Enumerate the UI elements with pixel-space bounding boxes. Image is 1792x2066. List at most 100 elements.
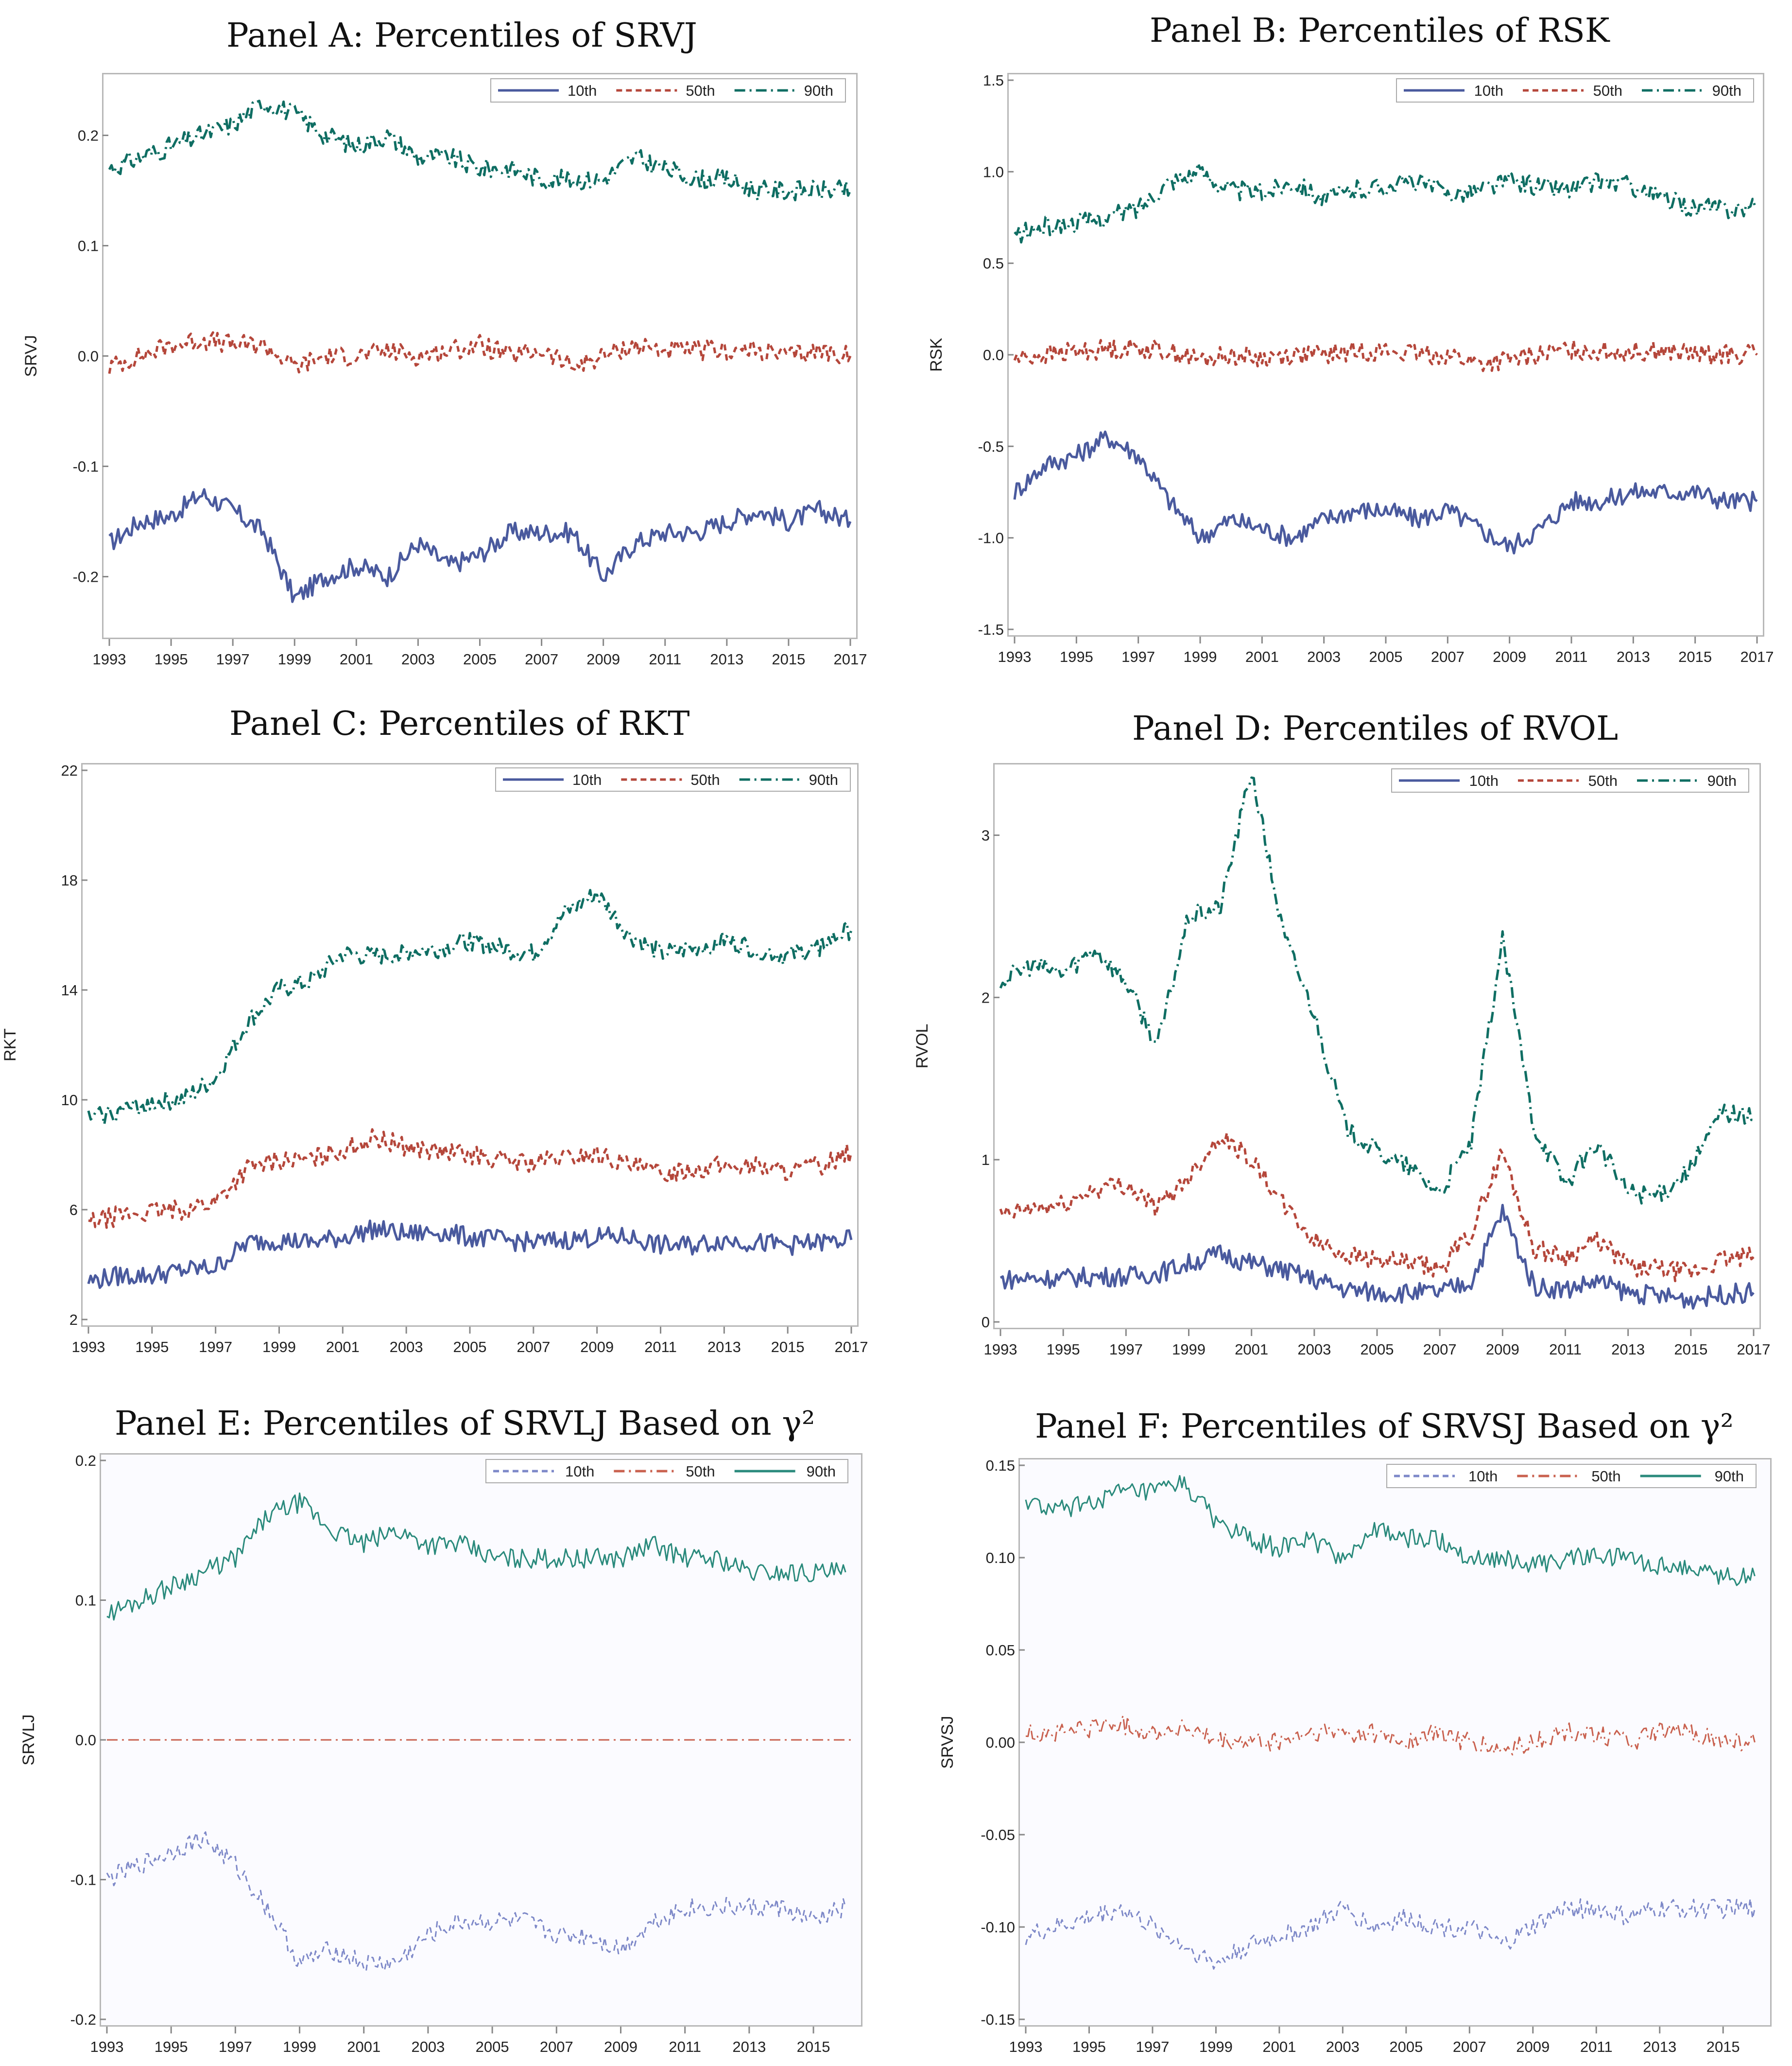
x-tick-label: 1993 xyxy=(984,1341,1017,1358)
panel-b: Panel B: Percentiles of RSK RSK -1.5 -1.0 -… xyxy=(896,0,1792,690)
y-tick-label: 2 xyxy=(69,1311,78,1328)
series-line-90th xyxy=(106,1492,846,1621)
panel-e-title: Panel E: Percentiles of SRVLJ Based on γ… xyxy=(115,1405,815,1443)
x-tick-label: 2011 xyxy=(1549,1341,1582,1358)
x-tick-label: 2001 xyxy=(1262,2038,1296,2055)
y-tick-label: 0.15 xyxy=(986,1457,1015,1474)
panel-b-chart: RSK -1.5 -1.0 -0.5 0.0 0.5 1.0 1.5 1993 1995 1997 1… xyxy=(927,72,1774,665)
x-tick-label: 2007 xyxy=(1423,1341,1457,1358)
y-tick-label: -0.1 xyxy=(70,1872,96,1889)
series-line-10th xyxy=(1013,430,1758,555)
legend-label-50th: 50th xyxy=(1591,1468,1620,1485)
y-tick-label: 1 xyxy=(982,1151,990,1168)
y-tick-label: 0.00 xyxy=(986,1734,1015,1751)
x-tick-label: 1999 xyxy=(1172,1341,1206,1358)
x-tick-label: 1999 xyxy=(278,651,311,668)
series-line-10th xyxy=(1025,1898,1756,1970)
x-tick-label: 2001 xyxy=(326,1338,360,1355)
series-line-90th xyxy=(1025,1475,1756,1586)
series-line-10th xyxy=(87,1219,853,1289)
x-tick-label: 2017 xyxy=(835,1338,868,1355)
y-tick-label: 2 xyxy=(982,989,990,1006)
y-tick-label: -1.0 xyxy=(978,530,1004,547)
x-tick-label: 1997 xyxy=(1121,648,1155,665)
series-line-10th xyxy=(999,1204,1755,1310)
panel-d-chart: RVOL 0 1 2 3 1993 1995 1997 1999 2001 2003 2005 2007… xyxy=(913,768,1771,1358)
x-tick-label: 2001 xyxy=(1245,648,1279,665)
legend-label-50th: 50th xyxy=(686,82,715,99)
x-tick-label: 1993 xyxy=(72,1338,105,1355)
y-axis-label: RKT xyxy=(1,1028,19,1061)
y-tick-label: 22 xyxy=(61,762,78,779)
y-tick-label: 0.5 xyxy=(983,255,1004,272)
y-tick-label: 0.0 xyxy=(75,1732,96,1749)
panel-a-title: Panel A: Percentiles of SRVJ xyxy=(226,17,697,55)
x-tick-label: 2003 xyxy=(1307,648,1341,665)
series-line-50th xyxy=(999,1131,1755,1283)
x-tick-label: 2009 xyxy=(1486,1341,1519,1358)
y-tick-label: -0.2 xyxy=(70,2011,96,2028)
x-tick-label: 2015 xyxy=(1706,2038,1740,2055)
series-line-10th xyxy=(108,488,852,603)
y-axis-label: SRVJ xyxy=(22,335,40,377)
y-tick-label: -0.10 xyxy=(981,1919,1015,1936)
x-tick-label: 2003 xyxy=(1326,2038,1360,2055)
x-tick-label: 1997 xyxy=(216,651,250,668)
y-tick-label: 18 xyxy=(61,872,78,889)
y-tick-label: -0.15 xyxy=(981,2011,1015,2028)
y-tick-label: -1.5 xyxy=(978,621,1004,638)
panel-d-plot-frame xyxy=(993,763,1761,1329)
panel-c-title: Panel C: Percentiles of RKT xyxy=(229,705,690,743)
x-tick-label: 1995 xyxy=(1072,2038,1106,2055)
x-tick-label: 2017 xyxy=(1737,1341,1771,1358)
panel-c-chart: RKT 2 6 10 14 18 22 1993 1995 1997 1999 2001 2003 200… xyxy=(1,762,868,1355)
x-tick-label: 2005 xyxy=(1369,648,1403,665)
series-line-90th xyxy=(108,100,852,202)
legend-label-90th: 90th xyxy=(807,1463,836,1480)
x-tick-label: 2013 xyxy=(710,651,743,668)
legend-label-10th: 10th xyxy=(1474,82,1503,99)
x-tick-label: 1995 xyxy=(1047,1341,1080,1358)
x-tick-label: 1995 xyxy=(135,1338,169,1355)
panel-e-chart: SRVLJ -0.2 -0.1 0.0 0.1 0.2 1993 1995 1997 1999 20… xyxy=(19,1452,855,2055)
x-tick-label: 2015 xyxy=(772,651,805,668)
y-tick-label: -0.05 xyxy=(981,1826,1015,1843)
x-tick-label: 2009 xyxy=(1493,648,1526,665)
series-line-90th xyxy=(87,889,853,1126)
panel-e: Panel E: Percentiles of SRVLJ Based on γ… xyxy=(0,1371,896,2066)
y-axis-label: SRVLJ xyxy=(19,1714,38,1765)
panel-d-title: Panel D: Percentiles of RVOL xyxy=(1132,710,1619,748)
x-tick-label: 2015 xyxy=(1674,1341,1707,1358)
x-tick-label: 2017 xyxy=(1740,648,1774,665)
x-tick-label: 2011 xyxy=(1555,648,1588,665)
legend-label-90th: 90th xyxy=(1715,1468,1744,1485)
x-tick-label: 2017 xyxy=(834,651,867,668)
panel-f-chart: SRVSJ -0.15 -0.10 -0.05 0.00 0.05 0.10 0.15 1993… xyxy=(938,1457,1757,2055)
x-tick-label: 1999 xyxy=(1199,2038,1233,2055)
x-tick-label: 1993 xyxy=(998,648,1032,665)
x-tick-label: 2001 xyxy=(1235,1341,1268,1358)
x-tick-label: 2005 xyxy=(463,651,497,668)
x-tick-label: 2003 xyxy=(1297,1341,1331,1358)
legend-label-50th: 50th xyxy=(1588,772,1618,789)
panel-a: Panel A: Percentiles of SRVJ SRVJ -0.2 -0.… xyxy=(0,0,896,690)
series-line-90th xyxy=(1014,162,1758,244)
y-tick-label: 0.0 xyxy=(78,348,99,365)
legend-label-90th: 90th xyxy=(1707,772,1737,789)
panel-c: Panel C: Percentiles of RKT RKT 2 6 10 14 18 2… xyxy=(0,690,896,1371)
legend-label-10th: 10th xyxy=(568,82,597,99)
x-tick-label: 1993 xyxy=(90,2038,124,2055)
legend-label-10th: 10th xyxy=(572,771,602,788)
x-tick-label: 2003 xyxy=(411,2038,445,2055)
x-tick-label: 2005 xyxy=(1389,2038,1423,2055)
x-tick-label: 1999 xyxy=(1184,648,1217,665)
y-tick-label: 0.2 xyxy=(78,127,99,144)
series-line-90th xyxy=(999,776,1754,1205)
y-tick-label: -0.5 xyxy=(978,438,1004,455)
x-tick-label: 2009 xyxy=(604,2038,638,2055)
x-tick-label: 2011 xyxy=(669,2038,701,2055)
legend-label-50th: 50th xyxy=(1593,82,1622,99)
x-tick-label: 2003 xyxy=(401,651,435,668)
legend-label-10th: 10th xyxy=(1469,772,1499,789)
x-tick-label: 1999 xyxy=(283,2038,316,2055)
